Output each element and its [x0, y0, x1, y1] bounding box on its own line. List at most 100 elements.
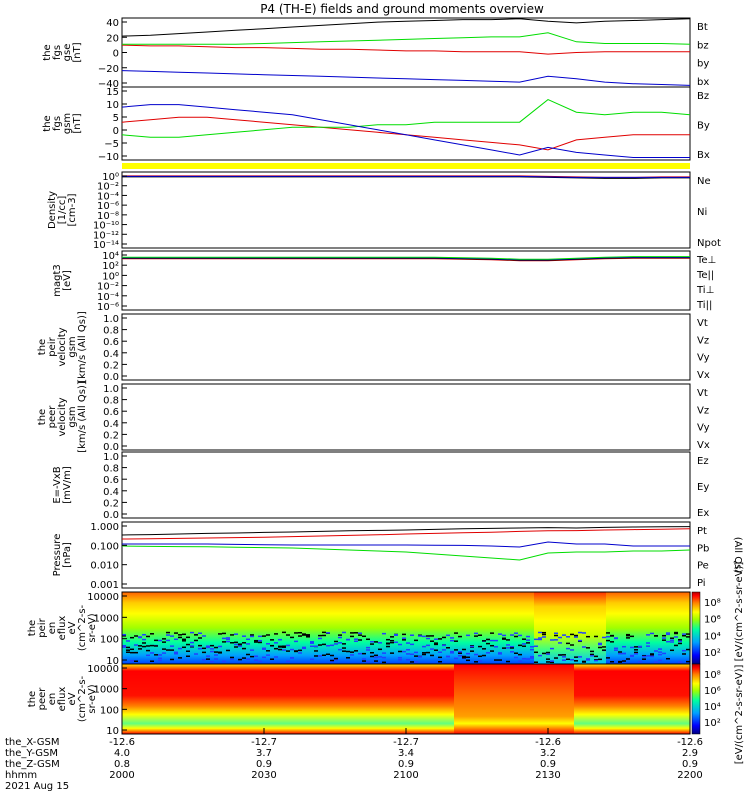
heatmap-speckle: [506, 647, 510, 649]
heatmap-speckle: [346, 650, 350, 653]
heatmap-column: [386, 592, 391, 664]
y-tick-label: 10⁻⁸: [97, 211, 119, 222]
heatmap-column: [306, 592, 311, 664]
heatmap-speckle: [246, 658, 250, 660]
x-tick-label-z: 0.9: [682, 759, 698, 770]
heatmap-column: [166, 664, 171, 734]
heatmap-speckle: [274, 642, 278, 644]
heatmap-column: [610, 592, 615, 664]
series-line-Pt: [121, 526, 691, 536]
heatmap-speckle: [418, 656, 422, 658]
heatmap-speckle: [666, 657, 670, 660]
heatmap-speckle: [618, 661, 622, 663]
y-tick-label: 10⁻¹⁴: [93, 240, 119, 251]
heatmap-speckle: [414, 661, 418, 663]
heatmap-speckle: [338, 648, 342, 651]
heatmap-speckle: [134, 635, 138, 637]
x-tick-label-y: 2.9: [682, 748, 698, 759]
heatmap-column: [270, 664, 275, 734]
heatmap-speckle: [686, 648, 690, 651]
heatmap-column: [454, 592, 459, 664]
heatmap-speckle: [226, 638, 230, 641]
heatmap-speckle: [670, 649, 674, 652]
series-line-Bt: [121, 18, 691, 37]
heatmap-column: [470, 592, 475, 664]
x-tick-label-t: 2200: [677, 770, 702, 781]
y-label-line: [eV]: [62, 270, 73, 291]
heatmap-speckle: [182, 633, 186, 636]
y-axis-label: the fgs gse [nT]: [42, 42, 83, 62]
heatmap-column: [242, 664, 247, 734]
heatmap-column: [674, 664, 679, 734]
heatmap-speckle: [542, 633, 546, 636]
heatmap-speckle: [546, 651, 550, 654]
y-tick-label: 10⁻²: [97, 182, 119, 193]
heatmap-column: [278, 664, 283, 734]
heatmap-speckle: [214, 646, 218, 649]
heatmap-column: [582, 592, 587, 664]
panel-p9: 10000 1000 100 10 the peir en eflux eV (cm^2-s-sr…: [27, 591, 691, 667]
heatmap-speckle: [594, 659, 598, 662]
heatmap-speckle: [410, 661, 414, 663]
heatmap-column: [246, 664, 251, 734]
heatmap-speckle: [426, 635, 430, 637]
heatmap-column: [446, 592, 451, 664]
heatmap-speckle: [210, 661, 214, 663]
heatmap-speckle: [630, 655, 634, 657]
heatmap-speckle: [426, 651, 430, 654]
heatmap-column: [322, 664, 327, 734]
heatmap-speckle: [546, 653, 550, 655]
heatmap-speckle: [242, 647, 246, 650]
heatmap-speckle: [326, 632, 330, 634]
y-tick-label: 0.2: [103, 430, 119, 441]
heatmap-speckle: [262, 647, 266, 650]
heatmap-speckle: [150, 660, 154, 662]
heatmap-speckle: [382, 652, 386, 654]
heatmap-column: [438, 664, 443, 734]
heatmap-speckle: [130, 636, 134, 639]
heatmap-speckle: [530, 657, 534, 659]
y-label-line: the: [37, 339, 48, 355]
heatmap-speckle: [510, 647, 514, 649]
y-label-line: peer: [37, 687, 48, 711]
heatmap-column: [342, 664, 347, 734]
y-tick-label: 40: [106, 18, 119, 29]
heatmap-speckle: [162, 648, 166, 650]
heatmap-speckle: [498, 659, 502, 661]
heatmap-column: [382, 592, 387, 664]
heatmap-speckle: [514, 656, 518, 659]
heatmap-speckle: [214, 654, 218, 656]
heatmap-speckle: [490, 639, 494, 642]
heatmap-speckle: [166, 631, 170, 634]
x-tick-label-x: -12.7: [393, 737, 419, 748]
heatmap-column: [578, 592, 583, 664]
heatmap-speckle: [478, 655, 482, 658]
heatmap-speckle: [314, 650, 318, 652]
heatmap-speckle: [254, 639, 258, 642]
heatmap-speckle: [302, 646, 306, 649]
heatmap-column: [210, 592, 215, 664]
heatmap-speckle: [222, 660, 226, 663]
heatmap-speckle: [642, 654, 646, 657]
heatmap-speckle: [342, 631, 346, 634]
heatmap-speckle: [446, 634, 450, 637]
heatmap-column: [338, 592, 343, 664]
y-tick-label: 1.000: [90, 522, 119, 533]
heatmap-speckle: [454, 649, 458, 651]
heatmap-speckle: [606, 657, 610, 659]
heatmap-column: [270, 592, 275, 664]
heatmap-speckle: [206, 655, 210, 657]
heatmap-column: [482, 664, 487, 734]
heatmap-speckle: [554, 657, 558, 659]
x-tick-label-t: 2100: [393, 770, 418, 781]
heatmap-column: [430, 664, 435, 734]
y-tick-label: 10⁰: [102, 271, 119, 282]
heatmap-speckle: [298, 652, 302, 654]
heatmap-column: [146, 592, 151, 664]
heatmap-column: [434, 592, 439, 664]
heatmap-speckle: [626, 637, 630, 639]
heatmap-column: [674, 592, 679, 664]
x-tick-label-t: 2000: [109, 770, 134, 781]
heatmap-speckle: [442, 649, 446, 651]
